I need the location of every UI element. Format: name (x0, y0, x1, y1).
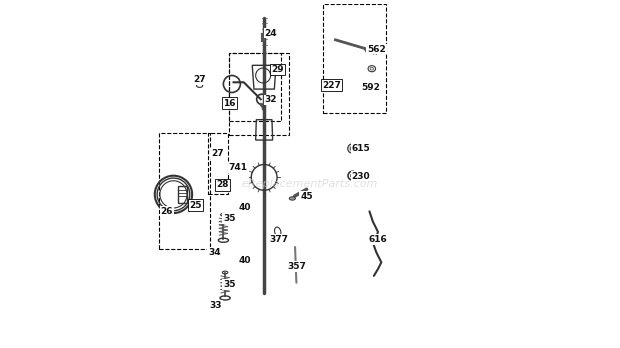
Text: 33: 33 (210, 301, 222, 310)
Text: 27: 27 (211, 149, 224, 158)
Text: 26: 26 (161, 207, 173, 216)
Text: 40: 40 (238, 256, 250, 265)
Ellipse shape (290, 197, 295, 200)
Text: 741: 741 (229, 163, 247, 172)
Text: 230: 230 (352, 172, 370, 181)
Text: 45: 45 (300, 192, 313, 200)
Text: 592: 592 (361, 83, 381, 92)
Text: 227: 227 (322, 80, 341, 89)
Text: 377: 377 (269, 235, 288, 244)
Text: 16: 16 (223, 99, 236, 108)
Text: 35: 35 (223, 214, 236, 223)
Text: 32: 32 (265, 95, 277, 104)
Text: 34: 34 (208, 248, 221, 257)
Text: 40: 40 (238, 204, 250, 213)
Text: 615: 615 (352, 144, 370, 153)
Text: 24: 24 (265, 29, 277, 38)
Text: 27: 27 (193, 75, 206, 84)
Text: 357: 357 (287, 262, 306, 271)
Text: 616: 616 (368, 235, 388, 244)
Circle shape (348, 144, 357, 153)
Text: eReplacementParts.com: eReplacementParts.com (242, 179, 378, 189)
Circle shape (350, 147, 355, 151)
Text: 28: 28 (216, 180, 229, 189)
Text: 25: 25 (189, 201, 202, 210)
Text: 29: 29 (272, 65, 284, 74)
Text: 562: 562 (367, 45, 386, 54)
Text: 35: 35 (223, 280, 236, 289)
